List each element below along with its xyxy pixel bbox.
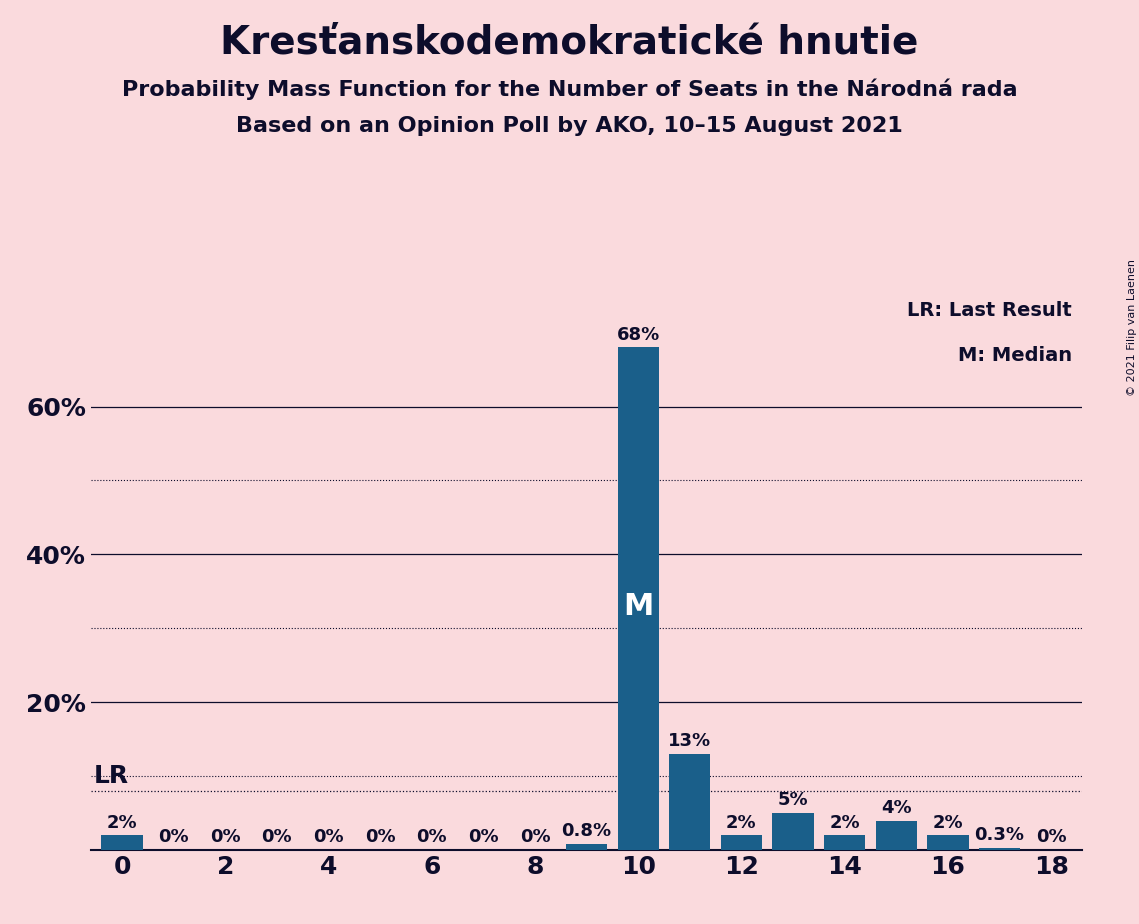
Text: Probability Mass Function for the Number of Seats in the Národná rada: Probability Mass Function for the Number…: [122, 79, 1017, 100]
Bar: [876, 821, 917, 850]
Text: Kresťanskodemokratické hnutie: Kresťanskodemokratické hnutie: [220, 23, 919, 61]
Bar: [669, 754, 711, 850]
Bar: [772, 813, 813, 850]
Bar: [566, 845, 607, 850]
Text: 0.3%: 0.3%: [975, 826, 1024, 845]
Text: M: Median: M: Median: [958, 346, 1072, 365]
Text: 13%: 13%: [669, 733, 712, 750]
Bar: [721, 835, 762, 850]
Text: 0.8%: 0.8%: [562, 822, 612, 841]
Bar: [823, 835, 866, 850]
Bar: [978, 848, 1021, 850]
Text: 0%: 0%: [313, 829, 344, 846]
Text: 0%: 0%: [158, 829, 189, 846]
Text: 0%: 0%: [417, 829, 448, 846]
Text: © 2021 Filip van Laenen: © 2021 Filip van Laenen: [1126, 259, 1137, 395]
Text: 2%: 2%: [829, 814, 860, 832]
Text: LR: LR: [93, 764, 129, 788]
Bar: [101, 835, 142, 850]
Text: 0%: 0%: [262, 829, 293, 846]
Text: 4%: 4%: [880, 799, 911, 817]
Text: 5%: 5%: [778, 792, 809, 809]
Text: 2%: 2%: [726, 814, 756, 832]
Text: 0%: 0%: [468, 829, 499, 846]
Text: 0%: 0%: [519, 829, 550, 846]
Text: 2%: 2%: [107, 814, 138, 832]
Bar: [617, 347, 658, 850]
Text: 0%: 0%: [210, 829, 240, 846]
Bar: [927, 835, 968, 850]
Text: Based on an Opinion Poll by AKO, 10–15 August 2021: Based on an Opinion Poll by AKO, 10–15 A…: [236, 116, 903, 136]
Text: LR: Last Result: LR: Last Result: [908, 301, 1072, 321]
Text: M: M: [623, 591, 654, 621]
Text: 2%: 2%: [933, 814, 964, 832]
Text: 68%: 68%: [616, 326, 659, 344]
Text: 0%: 0%: [364, 829, 395, 846]
Text: 0%: 0%: [1035, 829, 1066, 846]
